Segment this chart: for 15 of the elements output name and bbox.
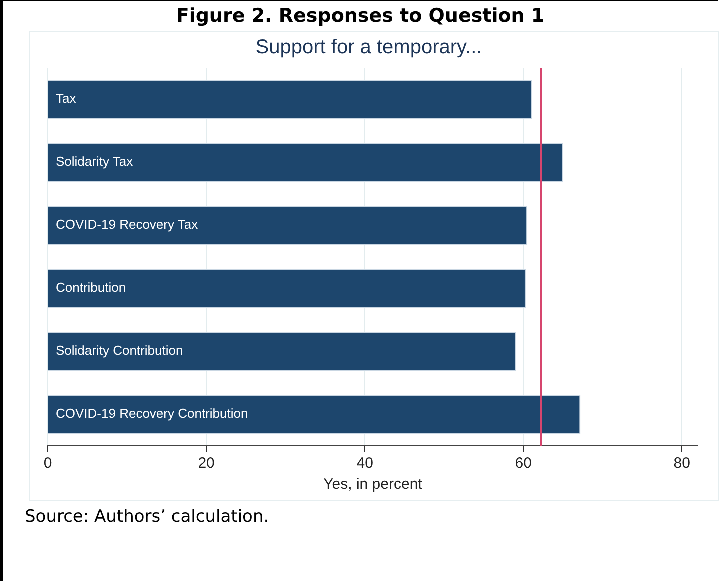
y-tick-label: COVID-19 Recovery Tax (56, 217, 199, 232)
chart-subtitle: Support for a temporary... (256, 36, 482, 59)
y-tick-label: Solidarity Tax (56, 154, 134, 170)
x-tick-label: 40 (356, 455, 374, 472)
x-tick-label: 60 (515, 455, 532, 472)
x-tick-label: 20 (198, 455, 215, 472)
source-note: Source: Authors’ calculation. (25, 507, 270, 527)
x-tick-label: 80 (674, 455, 690, 472)
y-tick-label: Solidarity Contribution (56, 343, 184, 358)
y-tick-label: COVID-19 Recovery Contribution (56, 406, 248, 422)
y-tick-label: Tax (56, 91, 77, 106)
x-axis-title: Yes, in percent (324, 476, 424, 494)
y-tick-label: Contribution (56, 280, 126, 296)
x-tick-label: 0 (44, 455, 52, 472)
chart-title: Figure 2. Responses to Question 1 (175, 4, 546, 29)
